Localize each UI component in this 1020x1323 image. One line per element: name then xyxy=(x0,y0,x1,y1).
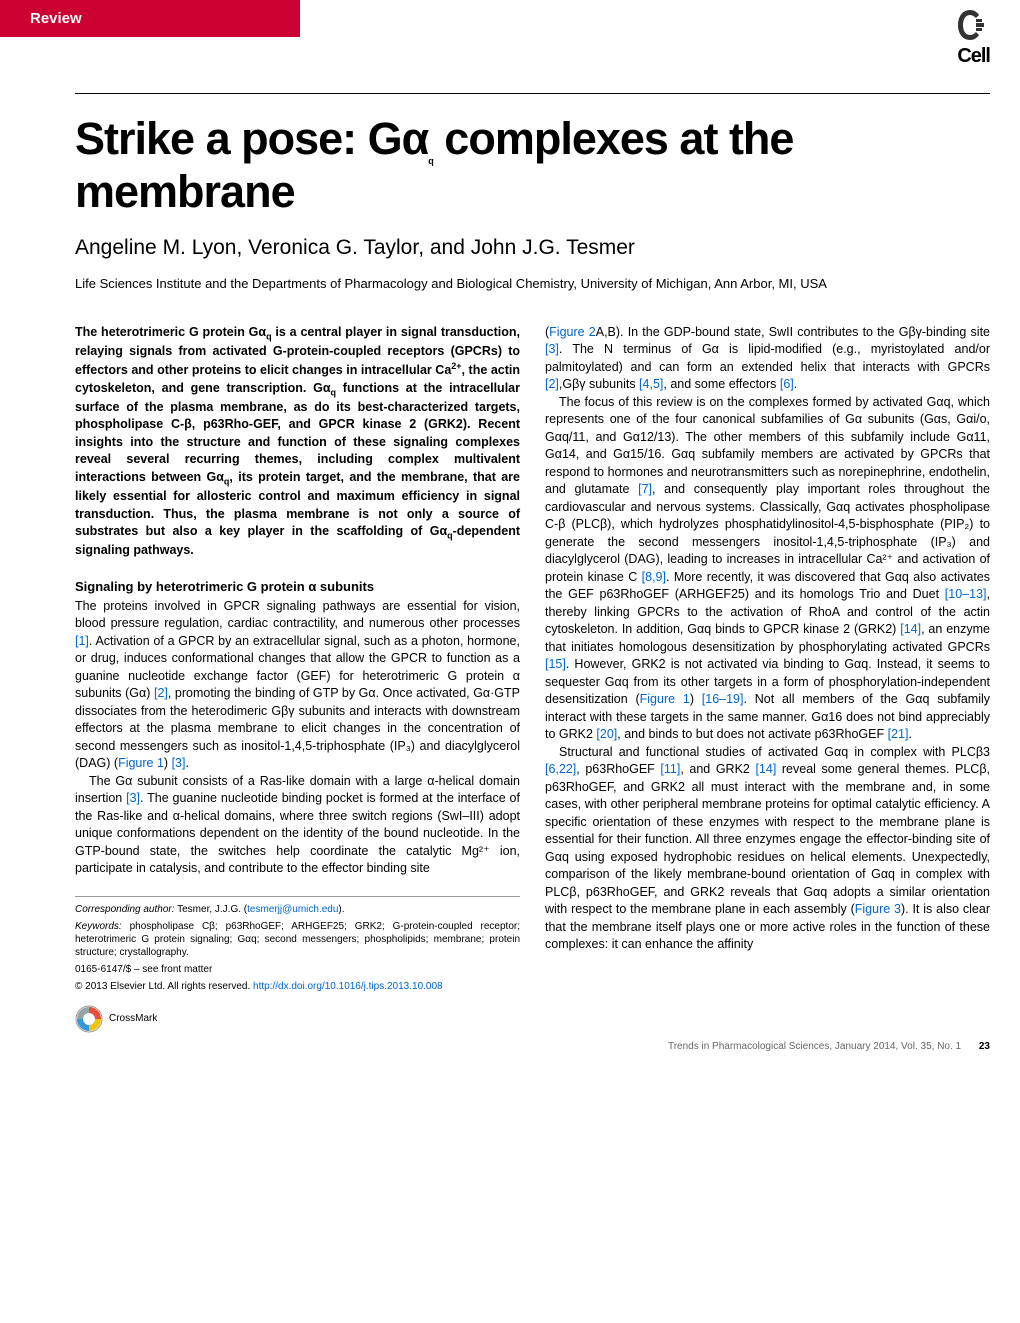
ref-link[interactable]: [11] xyxy=(660,762,680,776)
ref-link[interactable]: [8,9] xyxy=(642,570,666,584)
review-banner: Review xyxy=(0,0,300,37)
publisher-logo: Cell xyxy=(950,5,990,68)
text: A,B). In the GDP-bound state, SwII contr… xyxy=(596,325,990,339)
text: ). xyxy=(338,904,344,915)
text: . xyxy=(794,377,797,391)
paragraph: Structural and functional studies of act… xyxy=(545,744,990,954)
issn: 0165-6147/$ – see front matter xyxy=(75,963,520,976)
left-column: The heterotrimeric G protein Gαq is a ce… xyxy=(75,324,520,1033)
text: Tesmer, J.J.G. ( xyxy=(175,904,248,915)
article-title: Strike a pose: Gαq complexes at the memb… xyxy=(75,114,990,216)
journal-info: Trends in Pharmacological Sciences, Janu… xyxy=(668,1041,961,1052)
text: . The N terminus of Gα is lipid-modified… xyxy=(545,342,990,374)
title-divider xyxy=(75,93,990,94)
text: . The guanine nucleotide binding pocket … xyxy=(75,791,520,875)
ref-link[interactable]: [2] xyxy=(545,377,559,391)
ref-link[interactable]: [6,22] xyxy=(545,762,576,776)
text: ) xyxy=(164,756,172,770)
copyright: © 2013 Elsevier Ltd. All rights reserved… xyxy=(75,980,520,993)
text: © 2013 Elsevier Ltd. All rights reserved… xyxy=(75,981,253,992)
abstract: The heterotrimeric G protein Gαq is a ce… xyxy=(75,324,520,560)
cell-press-icon xyxy=(950,5,990,45)
ref-link[interactable]: [3] xyxy=(126,791,140,805)
section-heading-signaling: Signaling by heterotrimeric G protein α … xyxy=(75,578,520,596)
text: The focus of this review is on the compl… xyxy=(545,395,990,497)
figure-link[interactable]: Figure 2 xyxy=(549,325,596,339)
crossmark-icon xyxy=(75,1005,103,1033)
ref-link[interactable]: [16–19] xyxy=(702,692,744,706)
footnotes: Corresponding author: Tesmer, J.J.G. (te… xyxy=(75,896,520,1033)
text: , and binds to but does not activate p63… xyxy=(617,727,887,741)
corresponding-author: Corresponding author: Tesmer, J.J.G. (te… xyxy=(75,903,520,916)
body-columns: The heterotrimeric G protein Gαq is a ce… xyxy=(0,324,1020,1033)
text: , and consequently play important roles … xyxy=(545,482,990,584)
ref-link[interactable]: [15] xyxy=(545,657,566,671)
label: Corresponding author: xyxy=(75,904,175,915)
authors: Angeline M. Lyon, Veronica G. Taylor, an… xyxy=(75,236,990,260)
ref-link[interactable]: [21] xyxy=(888,727,909,741)
ref-link[interactable]: [1] xyxy=(75,634,89,648)
paragraph: (Figure 2A,B). In the GDP-bound state, S… xyxy=(545,324,990,394)
text: reveal some general themes. PLCβ, p63Rho… xyxy=(545,762,990,916)
right-column: (Figure 2A,B). In the GDP-bound state, S… xyxy=(545,324,990,1033)
paragraph: The proteins involved in GPCR signaling … xyxy=(75,598,520,773)
ref-link[interactable]: [14] xyxy=(900,622,921,636)
text: , and GRK2 xyxy=(680,762,755,776)
text: . xyxy=(185,756,188,770)
header-row: Review Cell xyxy=(0,0,1020,68)
text: ,Gβγ subunits xyxy=(559,377,639,391)
ref-link[interactable]: [10–13] xyxy=(945,587,987,601)
ref-link[interactable]: [3] xyxy=(172,756,186,770)
figure-link[interactable]: Figure 3 xyxy=(855,902,901,916)
label: Keywords: xyxy=(75,921,122,932)
crossmark-badge[interactable]: CrossMark xyxy=(75,1005,520,1033)
page-number: 23 xyxy=(979,1041,990,1052)
keywords: Keywords: phospholipase Cβ; p63RhoGEF; A… xyxy=(75,920,520,959)
text: , p63RhoGEF xyxy=(576,762,660,776)
ref-link[interactable]: [4,5] xyxy=(639,377,663,391)
banner-label: Review xyxy=(30,10,82,27)
paragraph: The Gα subunit consists of a Ras-like do… xyxy=(75,773,520,878)
text: Structural and functional studies of act… xyxy=(559,745,990,759)
page-footer: Trends in Pharmacological Sciences, Janu… xyxy=(0,1033,1020,1060)
ref-link[interactable]: [20] xyxy=(596,727,617,741)
figure-link[interactable]: Figure 1 xyxy=(118,756,164,770)
crossmark-label: CrossMark xyxy=(109,1012,157,1025)
text: . xyxy=(908,727,911,741)
text: , and some effectors xyxy=(663,377,780,391)
text: ) xyxy=(690,692,702,706)
text: The proteins involved in GPCR signaling … xyxy=(75,599,520,631)
ref-link[interactable]: [7] xyxy=(638,482,652,496)
ref-link[interactable]: [14] xyxy=(755,762,776,776)
email-link[interactable]: tesmerjj@umich.edu xyxy=(247,904,338,915)
logo-brand: Cell xyxy=(957,45,990,68)
doi-link[interactable]: http://dx.doi.org/10.1016/j.tips.2013.10… xyxy=(253,981,443,992)
paragraph: The focus of this review is on the compl… xyxy=(545,394,990,744)
ref-link[interactable]: [6] xyxy=(780,377,794,391)
ref-link[interactable]: [3] xyxy=(545,342,559,356)
figure-link[interactable]: Figure 1 xyxy=(640,692,690,706)
ref-link[interactable]: [2] xyxy=(154,686,168,700)
affiliation: Life Sciences Institute and the Departme… xyxy=(75,275,990,293)
text: phospholipase Cβ; p63RhoGEF; ARHGEF25; G… xyxy=(75,921,520,958)
